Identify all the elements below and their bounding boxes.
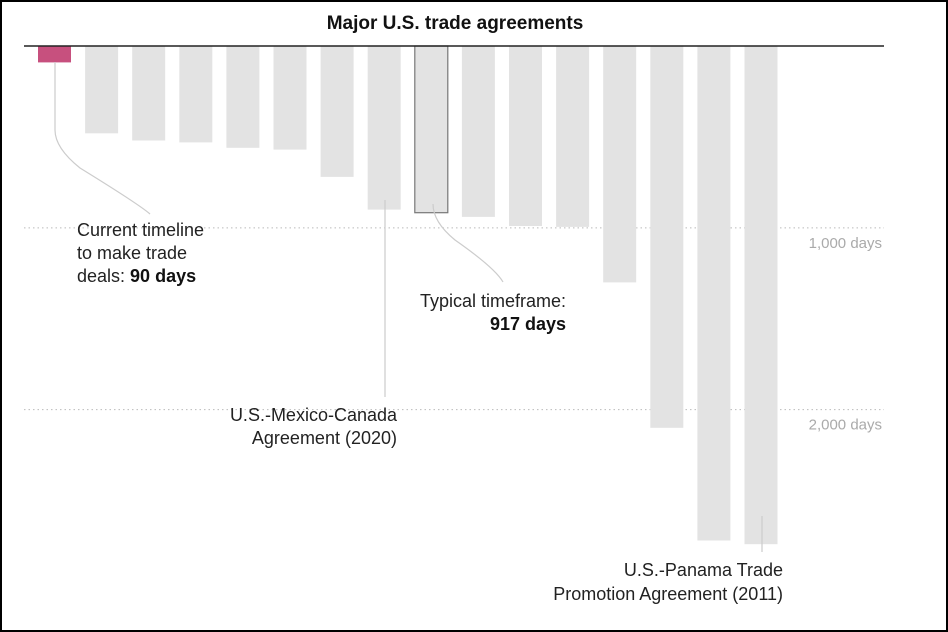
annotation-usmca-line-2: Agreement (2020) xyxy=(252,428,397,448)
bar-10 xyxy=(509,46,542,226)
bar-5 xyxy=(274,46,307,150)
bar-4 xyxy=(226,46,259,148)
annotation-usmca-line-1: U.S.-Mexico-Canada xyxy=(230,405,398,425)
annotation-panama-line-2: Promotion Agreement (2011) xyxy=(553,584,783,604)
annotation-typical-value: 917 days xyxy=(490,314,566,334)
annotation-current-line-2: to make trade xyxy=(77,243,187,263)
annotation-panama: U.S.-Panama Trade Promotion Agreement (2… xyxy=(553,560,783,604)
annotation-current-line-1: Current timeline xyxy=(77,220,204,240)
chart-title: Major U.S. trade agreements xyxy=(327,13,584,34)
annotation-typical-timeframe: Typical timeframe: 917 days xyxy=(420,291,566,334)
bar-7 xyxy=(368,46,401,210)
bar-12 xyxy=(603,46,636,282)
tick-label-2000: 2,000 days xyxy=(809,417,882,434)
annotation-current-value: 90 days xyxy=(130,266,196,286)
annotation-current-line-3: deals: 90 days xyxy=(77,266,196,286)
annotation-panama-line-1: U.S.-Panama Trade xyxy=(624,560,783,580)
annotation-typical-label: Typical timeframe: xyxy=(420,291,566,311)
bar-2 xyxy=(132,46,165,141)
bar-15 xyxy=(745,46,778,544)
bar-11 xyxy=(556,46,589,227)
annotation-current-prefix: deals: xyxy=(77,266,130,286)
bar-9 xyxy=(462,46,495,217)
tick-label-1000: 1,000 days xyxy=(809,235,882,252)
bar-13 xyxy=(650,46,683,428)
bar-6 xyxy=(321,46,354,177)
bar-1 xyxy=(85,46,118,133)
bar-14 xyxy=(697,46,730,541)
bar-typical-timeframe xyxy=(415,46,448,213)
bar-3 xyxy=(179,46,212,142)
annotation-current-timeline: Current timeline to make trade deals: 90… xyxy=(77,220,204,286)
bar-current-timeline xyxy=(38,46,71,62)
annotation-usmca: U.S.-Mexico-Canada Agreement (2020) xyxy=(230,405,398,448)
